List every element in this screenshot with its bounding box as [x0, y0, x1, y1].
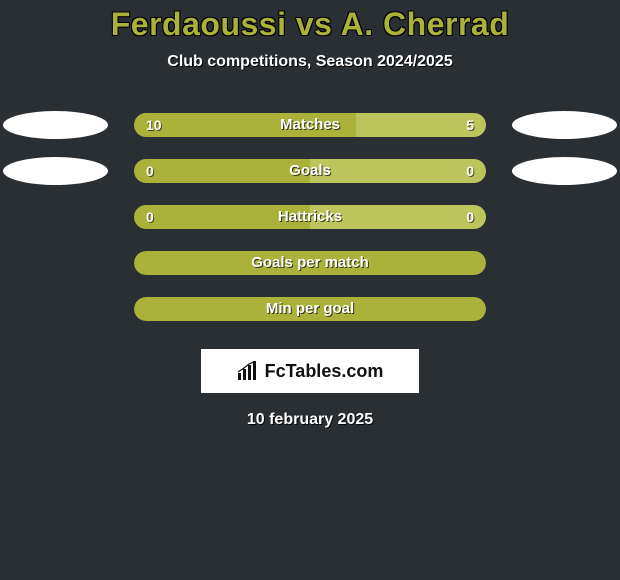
bar-segment-right: 0	[310, 159, 486, 183]
player-right-oval	[512, 111, 617, 139]
stat-row: 105Matches	[0, 113, 620, 137]
stat-row: Goals per match	[0, 251, 620, 275]
player-left-oval	[3, 111, 108, 139]
stat-bar: Min per goal	[134, 297, 486, 321]
left-value: 0	[146, 209, 154, 225]
stat-bar: Goals per match	[134, 251, 486, 275]
right-value: 0	[466, 209, 474, 225]
stat-bar: 00Hattricks	[134, 205, 486, 229]
bar-segment-left: 10	[134, 113, 356, 137]
stat-row: Min per goal	[0, 297, 620, 321]
bar-segment-left: 0	[134, 205, 310, 229]
player-right-oval	[512, 157, 617, 185]
bar-segment-left: 0	[134, 159, 310, 183]
date-label: 10 february 2025	[0, 411, 620, 429]
bar-segment-full	[134, 297, 486, 321]
right-value: 0	[466, 163, 474, 179]
logo-box: FcTables.com	[201, 349, 419, 393]
right-value: 5	[466, 117, 474, 133]
subtitle: Club competitions, Season 2024/2025	[0, 53, 620, 71]
left-value: 10	[146, 117, 162, 133]
bar-segment-right: 5	[356, 113, 486, 137]
player-left-oval	[3, 157, 108, 185]
stat-row: 00Hattricks	[0, 205, 620, 229]
bar-segment-right: 0	[310, 205, 486, 229]
stat-row: 00Goals	[0, 159, 620, 183]
bar-segment-full	[134, 251, 486, 275]
stat-rows: 105Matches00Goals00HattricksGoals per ma…	[0, 113, 620, 321]
infographic-container: Ferdaoussi vs A. Cherrad Club competitio…	[0, 0, 620, 429]
bar-chart-icon	[237, 361, 259, 381]
page-title: Ferdaoussi vs A. Cherrad	[0, 6, 620, 43]
left-value: 0	[146, 163, 154, 179]
stat-bar: 105Matches	[134, 113, 486, 137]
logo-text: FcTables.com	[265, 361, 384, 382]
stat-bar: 00Goals	[134, 159, 486, 183]
